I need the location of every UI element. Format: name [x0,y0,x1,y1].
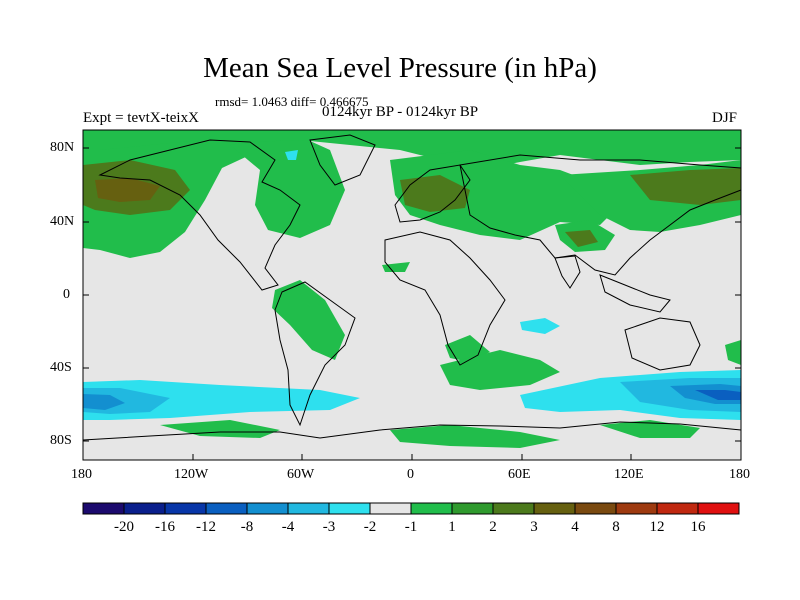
colorbar-swatch [656,502,699,515]
tick-marks [83,147,741,460]
coastline-australia [624,317,701,371]
stats-line: rmsd= 1.0463 diff= 0.466675 [215,94,369,109]
season-label: DJF [712,110,738,126]
brown-region-north-pacific [95,178,160,202]
map-title: Mean Sea Level Pressure (in hPa) [203,52,597,84]
coastline-india [554,255,581,289]
cyan-region-indian-ocean [520,318,560,334]
colorbar-swatch [328,502,371,515]
experiment-label: Expt = tevtX-teixX [83,110,199,126]
coastline-africa [384,231,506,366]
y-tick-80s: 80S [50,433,72,448]
coastline-south-america [274,281,356,427]
green-region-west-africa [382,262,410,272]
colorbar [82,502,740,515]
colorbar-swatch [574,502,617,515]
olive-region-tibet [565,230,598,247]
colorbar-label: 1 [448,519,456,535]
colorbar-swatch [164,502,207,515]
x-tick-60e: 60E [508,467,531,482]
olive-region-europe [400,175,470,212]
x-tick-120w: 120W [174,467,209,482]
green-region-south-america [272,280,345,360]
green-region-antarctic-far-east [600,420,700,438]
colorbar-swatch [205,502,248,515]
green-region-east-pacific [725,340,741,365]
x-tick-180e: 180 [729,467,750,482]
colorbar-swatch [123,502,166,515]
green-region-europe-asia [390,150,620,240]
colorbar-label: -2 [363,519,377,535]
colorbar-label: 4 [571,519,579,535]
x-tick-120e: 120E [614,467,644,482]
y-tick-40n: 40N [50,214,75,229]
colorbar-label: 12 [649,519,665,535]
colorbar-swatch [492,502,535,515]
dark-blue-region-southern-ocean-east [695,390,741,400]
colorbar-label: 8 [612,519,620,535]
colorbar-swatch [82,502,125,515]
coastline-greenland [309,134,376,186]
colorbar-swatch [533,502,576,515]
colorbar-label: 2 [489,519,497,535]
coastline-north-america [98,139,301,291]
x-tick-0: 0 [407,467,414,482]
green-region-antarctic-east [390,425,560,448]
green-region-south-africa [445,335,490,362]
green-region-north-america [230,132,345,238]
colorbar-swatch [410,502,453,515]
colorbar-label: -12 [196,519,216,535]
coastline-asia [459,154,742,276]
map-field [83,130,741,460]
colorbar-label: -3 [322,519,336,535]
colorbar-label: -8 [240,519,254,535]
green-region-antarctic-coast [160,420,280,438]
colorbar-swatch [287,502,330,515]
blue-region-south-pacific [83,394,125,410]
colorbar-swatch [369,502,412,515]
colorbar-label: -4 [281,519,295,535]
y-tick-0: 0 [63,287,70,302]
coastline-antarctica [82,421,742,441]
colorbar-swatch [697,502,740,515]
coastline-europe [394,164,471,223]
coastline-southeast-asia [599,274,671,313]
y-tick-80n: 80N [50,140,75,155]
green-region-arctic [83,130,741,170]
colorbar-swatch [615,502,658,515]
olive-region-siberia [630,168,741,205]
x-tick-60w: 60W [287,467,315,482]
cyan-region-arctic-canada [285,150,298,160]
coastlines [82,134,742,441]
period-label: 0124kyr BP - 0124kyr BP [322,104,479,120]
colorbar-label: 3 [530,519,538,535]
colorbar-label: 16 [690,519,706,535]
colorbar-swatch [246,502,289,515]
colorbar-label: -1 [404,519,418,535]
colorbar-label: -20 [114,519,134,535]
x-tick-180w: 180 [71,467,92,482]
colorbar-swatch [451,502,494,515]
y-tick-40s: 40S [50,360,72,375]
colorbar-label: -16 [155,519,175,535]
